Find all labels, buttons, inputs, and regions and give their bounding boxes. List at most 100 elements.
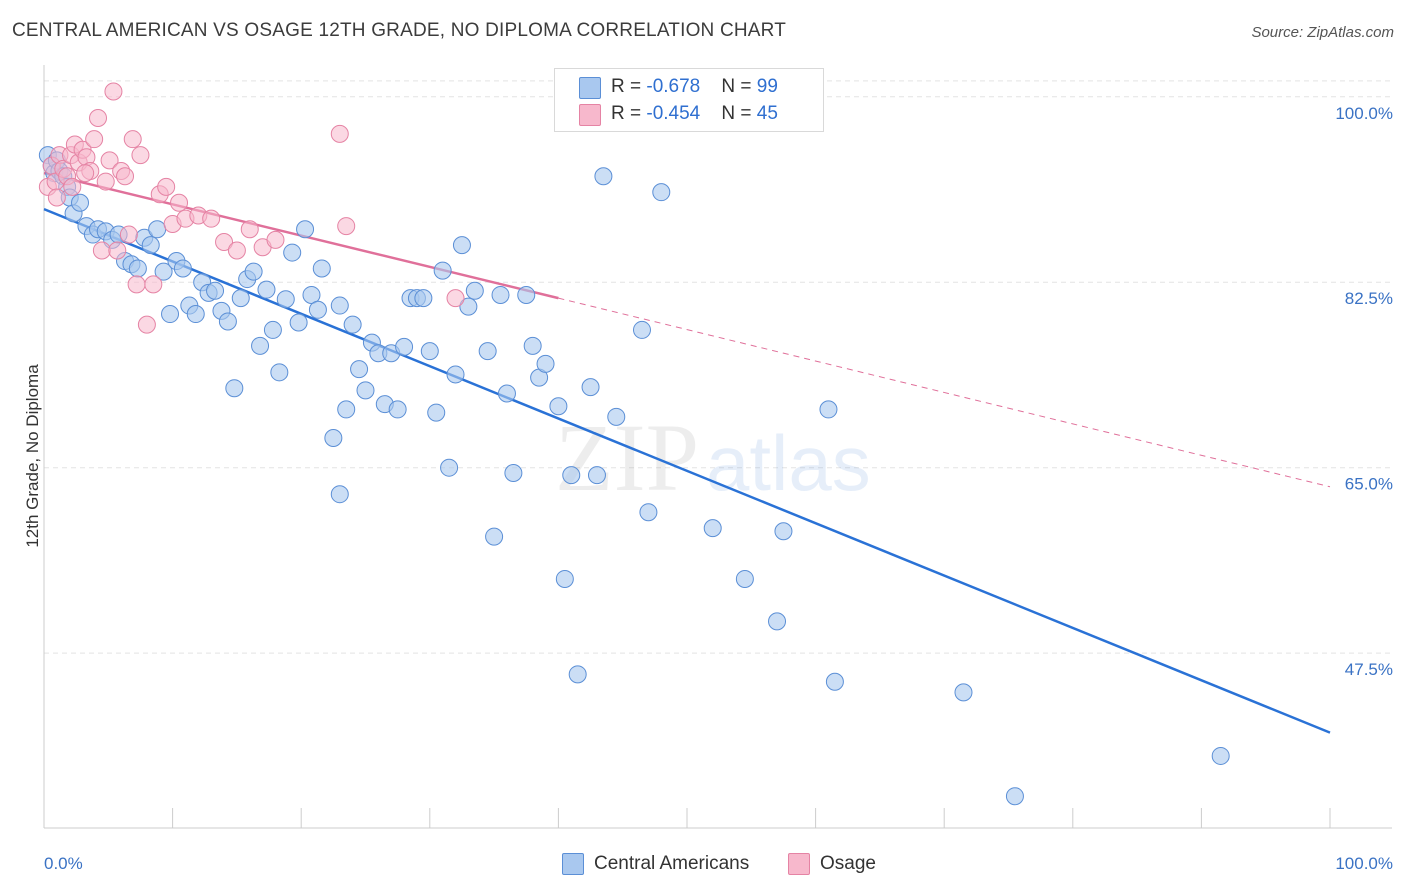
central-american-point: [225, 379, 244, 398]
central-american-point: [536, 354, 555, 373]
central-american-trend-line: [43, 207, 1331, 734]
central-american-point: [283, 243, 302, 262]
legend-n-label: N =: [721, 103, 757, 124]
central-american-point: [652, 183, 671, 202]
osage-point: [76, 164, 95, 183]
y-tick-label: 82.5%: [1345, 289, 1393, 308]
central-american-point: [276, 290, 295, 309]
osage-point: [127, 275, 146, 294]
central-american-point: [141, 236, 160, 255]
central-american-point: [504, 463, 523, 482]
legend-swatch-pink: [579, 104, 601, 126]
central-american-point: [71, 193, 90, 212]
osage-point: [144, 275, 163, 294]
osage-point: [47, 188, 66, 207]
central-american-point: [337, 400, 356, 419]
y-tick-label: 65.0%: [1345, 475, 1393, 494]
central-american-point: [632, 320, 651, 339]
central-american-point: [452, 236, 471, 255]
central-american-point: [257, 280, 276, 299]
osage-point: [266, 230, 285, 249]
osage-point: [119, 225, 138, 244]
central-american-point: [251, 336, 270, 355]
central-american-point: [420, 342, 439, 361]
central-american-point: [289, 313, 308, 332]
central-american-point: [954, 683, 973, 702]
central-american-point: [465, 281, 484, 300]
y-axis-label: 12th Grade, No Diploma: [23, 364, 42, 548]
central-american-point: [497, 384, 516, 403]
central-american-point: [296, 220, 315, 239]
central-american-point: [594, 167, 613, 186]
central-american-point: [308, 300, 327, 319]
bottom-legend-label: Osage: [820, 853, 876, 874]
central-american-point: [414, 289, 433, 308]
osage-point: [116, 167, 135, 186]
central-american-point: [478, 342, 497, 361]
central-american-point: [639, 503, 658, 522]
osage-point: [96, 172, 115, 191]
correlation-legend: R = -0.678 N = 99 R = -0.454 N = 45: [554, 68, 824, 132]
central-american-point: [485, 527, 504, 546]
central-american-point: [324, 429, 343, 448]
central-american-point: [568, 665, 587, 684]
central-american-point: [161, 305, 180, 324]
central-american-point: [218, 312, 237, 331]
central-american-point: [330, 296, 349, 315]
central-american-point: [148, 220, 167, 239]
central-american-point: [356, 381, 375, 400]
x-tick-label: 0.0%: [44, 854, 83, 873]
central-american-point: [427, 403, 446, 422]
chart-title: CENTRAL AMERICAN VS OSAGE 12TH GRADE, NO…: [12, 20, 787, 41]
legend-swatch-blue: [579, 77, 601, 99]
central-american-point: [446, 365, 465, 384]
central-american-point: [825, 672, 844, 691]
central-american-point: [128, 259, 147, 278]
central-american-point: [819, 400, 838, 419]
osage-point: [100, 151, 119, 170]
central-american-point: [312, 259, 331, 278]
x-tick-labels: 0.0% 100.0%: [44, 854, 1393, 873]
legend-r-value: -0.454: [646, 103, 701, 124]
osage-point: [215, 232, 234, 251]
legend-r-label: R =: [611, 76, 647, 97]
central-american-point: [549, 397, 568, 416]
central-american-trend: [43, 207, 1331, 734]
osage-point: [92, 241, 111, 260]
osage-point: [123, 130, 142, 149]
central-american-point: [244, 262, 263, 281]
central-american-point: [491, 285, 510, 304]
bottom-legend-swatch-blue: [562, 853, 584, 875]
central-american-point: [433, 261, 452, 280]
central-american-point: [231, 289, 250, 308]
bottom-legend-label: Central Americans: [594, 853, 750, 874]
osage-point: [240, 220, 259, 239]
central-american-point: [206, 281, 225, 300]
legend-r-label: R =: [611, 103, 647, 124]
central-american-point: [735, 569, 754, 588]
central-american-point: [562, 466, 581, 485]
legend-n-value: 99: [756, 76, 778, 97]
osage-point: [108, 241, 127, 260]
legend-r-value: -0.678: [646, 76, 701, 97]
osage-point: [227, 241, 246, 260]
central-american-point: [768, 612, 787, 631]
osage-point: [63, 177, 82, 196]
osage-points: [38, 82, 465, 334]
osage-point: [446, 289, 465, 308]
central-american-point: [517, 285, 536, 304]
central-american-point: [263, 320, 282, 339]
y-tick-label: 100.0%: [1335, 104, 1393, 123]
central-american-point: [388, 400, 407, 419]
central-american-point: [459, 297, 478, 316]
central-american-point: [270, 363, 289, 382]
legend-n-label: N =: [721, 76, 757, 97]
osage-point: [337, 217, 356, 236]
central-american-point: [350, 360, 369, 379]
osage-point: [202, 209, 221, 228]
watermark: ZIP atlas: [555, 404, 871, 511]
osage-point: [330, 124, 349, 143]
central-american-point: [186, 305, 205, 324]
central-american-point: [555, 569, 574, 588]
